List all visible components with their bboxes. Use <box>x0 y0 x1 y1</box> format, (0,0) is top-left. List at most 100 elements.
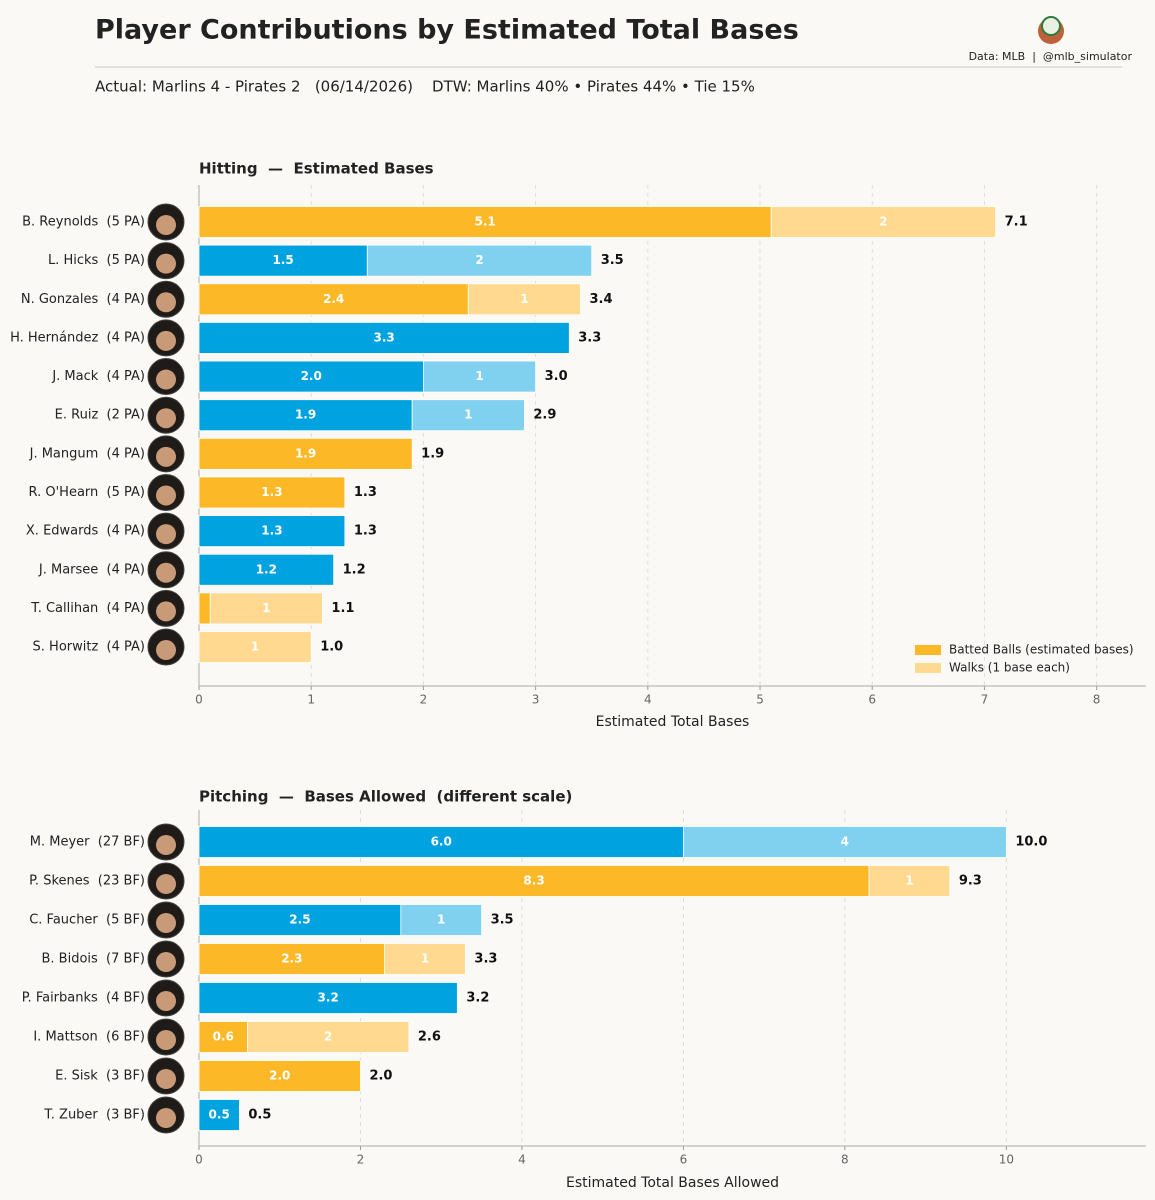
player-face <box>156 952 176 972</box>
segment-label: 2 <box>879 215 887 229</box>
bar-segment <box>384 943 466 975</box>
segment-label: 3.2 <box>318 991 339 1005</box>
y-tick-label: P. Skenes (23 BF) <box>29 874 145 889</box>
page-title: Player Contributions by Estimated Total … <box>95 15 799 46</box>
bar-segment <box>198 399 413 432</box>
segment-label: 2.0 <box>301 369 322 383</box>
player-face <box>156 446 176 467</box>
total-label: 3.5 <box>491 913 514 928</box>
y-tick-label: J. Mack (4 PA) <box>51 369 145 384</box>
player-face <box>156 215 176 235</box>
total-label: 1.0 <box>320 640 343 655</box>
y-tick-label: J. Mangum (4 PA) <box>29 446 145 461</box>
total-label: 3.5 <box>601 253 624 268</box>
segment-label: 1 <box>905 874 913 888</box>
legend-swatch <box>915 663 941 673</box>
bar-segment <box>682 826 1007 858</box>
total-label: 2.0 <box>369 1069 392 1084</box>
y-tick-label: M. Meyer (27 BF) <box>30 835 145 850</box>
y-tick-label: T. Callihan (4 PA) <box>30 601 145 616</box>
total-label: 1.3 <box>354 485 377 500</box>
y-tick-label: S. Horwitz (4 PA) <box>33 640 145 655</box>
segment-label: 1.3 <box>261 485 282 499</box>
player-face <box>156 640 176 661</box>
player-face <box>156 408 176 429</box>
player-face <box>156 562 176 583</box>
x-tick-label: 6 <box>868 693 876 707</box>
legend-swatch <box>915 645 941 655</box>
bar-segment <box>198 982 458 1014</box>
bar-segment <box>770 206 997 238</box>
segment-label: 1 <box>464 408 472 422</box>
segment-label: 1.5 <box>273 253 294 267</box>
x-tick-label: 10 <box>999 1153 1014 1167</box>
y-tick-label: E. Sisk (3 BF) <box>55 1069 145 1084</box>
segment-label: 1.9 <box>295 408 316 422</box>
bar-segment <box>198 515 346 548</box>
y-tick-label: H. Hernández (4 PA) <box>10 330 145 345</box>
player-face <box>156 524 176 545</box>
total-label: 10.0 <box>1015 835 1047 850</box>
player-face <box>156 292 176 313</box>
total-label: 3.0 <box>545 369 568 384</box>
bar-segment <box>198 943 386 975</box>
y-tick-label: J. Marsee (4 PA) <box>38 562 145 577</box>
x-axis-label: Estimated Total Bases Allowed <box>566 1175 779 1191</box>
bar-segment <box>423 360 537 393</box>
total-label: 7.1 <box>1005 215 1028 230</box>
legend-label: Batted Balls (estimated bases) <box>949 643 1134 657</box>
total-label: 3.4 <box>589 292 612 307</box>
y-tick-label: X. Edwards (4 PA) <box>26 524 145 539</box>
bar-segment <box>198 283 469 316</box>
x-tick-label: 5 <box>756 693 764 707</box>
player-face <box>156 330 176 351</box>
bar-segment <box>868 865 951 897</box>
bar-segment <box>198 826 684 858</box>
bar-segment <box>198 476 346 509</box>
x-tick-label: 7 <box>981 693 989 707</box>
total-label: 1.3 <box>354 524 377 539</box>
x-tick-label: 4 <box>518 1153 526 1167</box>
segment-label: 1 <box>475 369 483 383</box>
y-tick-label: B. Reynolds (5 PA) <box>22 215 145 230</box>
x-tick-label: 4 <box>644 693 652 707</box>
segment-label: 5.1 <box>474 215 495 229</box>
segment-label: 1 <box>437 913 445 927</box>
y-tick-label: I. Mattson (6 BF) <box>33 1030 145 1045</box>
segment-label: 4 <box>841 835 849 849</box>
x-tick-label: 1 <box>307 693 315 707</box>
chart-title: Pitching — Bases Allowed (different scal… <box>199 788 572 806</box>
bar-segment <box>198 206 772 238</box>
subtitle: Actual: Marlins 4 - Pirates 2 (06/14/202… <box>95 78 755 96</box>
y-tick-label: E. Ruiz (2 PA) <box>55 408 145 423</box>
total-label: 1.1 <box>331 601 354 616</box>
player-face <box>156 991 176 1011</box>
y-tick-label: C. Faucher (5 BF) <box>29 913 145 928</box>
segment-label: 2.5 <box>289 913 310 927</box>
segment-label: 6.0 <box>431 835 452 849</box>
player-face <box>156 1030 176 1050</box>
bar-segment <box>366 244 593 277</box>
y-tick-label: B. Bidois (7 BF) <box>41 952 145 967</box>
bar-segment <box>198 1099 240 1131</box>
segment-label: 2.3 <box>281 952 302 966</box>
player-face <box>156 835 176 855</box>
x-axis-label: Estimated Total Bases <box>596 714 750 730</box>
x-tick-label: 2 <box>420 693 428 707</box>
player-face <box>156 1108 176 1128</box>
y-tick-label: L. Hicks (5 PA) <box>48 253 145 268</box>
segment-label: 1 <box>520 292 528 306</box>
player-face <box>156 485 176 506</box>
segment-label: 1 <box>262 601 270 615</box>
player-face <box>156 601 176 622</box>
segment-label: 2.0 <box>269 1069 290 1083</box>
legend-label: Walks (1 base each) <box>949 661 1070 675</box>
y-tick-label: P. Fairbanks (4 BF) <box>22 991 145 1006</box>
player-face <box>156 369 176 390</box>
bar-segment <box>198 322 570 354</box>
bar-segment <box>198 1021 248 1053</box>
total-label: 3.2 <box>466 991 489 1006</box>
segment-label: 0.5 <box>209 1108 230 1122</box>
